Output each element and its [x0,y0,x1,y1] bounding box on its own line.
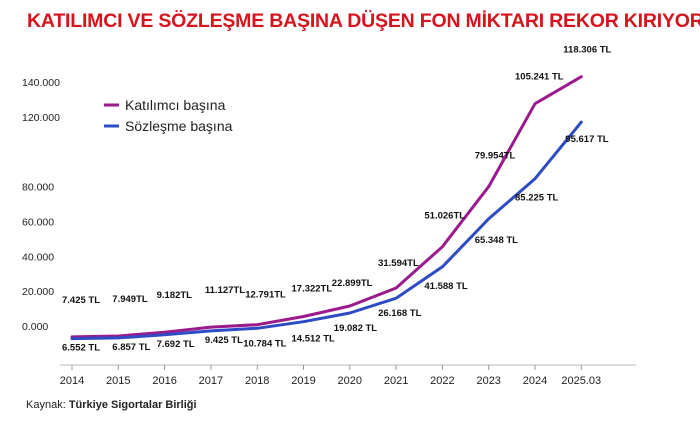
y-tick-label: 60.000 [22,216,54,228]
data-label-sozlesme: 19.082 TL [334,323,377,334]
data-label-katilimci: 11.127TL [205,285,245,296]
data-labels: 7.425 TL 7.949TL 9.182TL 11.127TL 12.791TL 17… [62,45,612,354]
data-label-sozlesme: 7.692 TL [157,339,195,350]
y-tick-label: 120.000 [22,112,60,124]
data-label-katilimci: 7.425 TL [62,295,100,306]
x-tick-label: 2020 [338,375,362,387]
x-tick-label: 2015 [106,375,130,387]
legend: Katılımcı başına Sözleşme başına [104,97,233,134]
x-tick-label: 2018 [245,375,269,387]
data-label-katilimci: 9.182TL [157,290,193,301]
data-label-sozlesme: 6.552 TL [62,343,100,354]
source-label: Kaynak: [26,399,66,411]
x-tick-label: 2024 [523,375,547,387]
x-axis: 2014 2015 2016 2017 2018 2019 2020 2021 2022 2023… [60,364,636,387]
data-label-sozlesme: 95.617 TL [565,134,608,145]
y-tick-label: 140.000 [22,77,60,89]
legend-label-sozlesme: Sözleşme başına [125,118,233,134]
data-label-katilimci: 79.954TL [475,151,516,162]
source-name: Türkiye Sigortalar Birliği [68,399,197,411]
source-note: Kaynak: Türkiye Sigortalar Birliği [26,399,197,411]
y-tick-label: 20.000 [22,286,54,298]
x-tick-label: 2021 [384,375,408,387]
data-label-sozlesme: 65.348 TL [475,235,518,246]
data-label-sozlesme: 41.588 TL [424,281,467,292]
data-label-katilimci: 12.791TL [245,290,286,301]
legend-label-katilimci: Katılımcı başına [125,97,226,113]
y-tick-label: 40.000 [22,251,54,263]
x-tick-label: 2014 [60,375,84,387]
data-label-katilimci: 31.594TL [378,258,419,269]
y-tick-label: 80.000 [22,182,54,194]
data-label-sozlesme: 85.225 TL [515,193,558,204]
x-tick-label: 2019 [291,375,315,387]
chart-title: KATILIMCI VE SÖZLEŞME BAŞINA DÜŞEN FON M… [27,10,700,32]
series-line-sozlesme [70,120,583,341]
data-label-sozlesme: 9.425 TL [205,335,243,346]
x-tick-label: 2022 [430,375,454,387]
data-label-katilimci: 105.241 TL [515,72,564,83]
data-label-katilimci: 22.899TL [332,278,373,289]
data-label-sozlesme: 26.168 TL [378,308,421,319]
data-label-sozlesme: 10.784 TL [243,338,286,349]
data-label-katilimci: 118.306 TL [563,45,611,56]
x-tick-label: 2025.03 [561,375,601,387]
data-label-katilimci: 7.949TL [112,294,148,305]
series-line-katilimci [70,75,583,339]
x-tick-label: 2023 [476,375,500,387]
series-lines [70,75,583,341]
data-label-sozlesme: 6.857 TL [112,342,150,353]
y-tick-label: 0.000 [22,321,48,333]
y-axis: 0.000 20.000 40.000 60.000 80.000 120.000 140.… [22,77,60,333]
x-tick-label: 2016 [152,375,176,387]
data-label-katilimci: 51.026TL [424,211,465,222]
x-tick-label: 2017 [199,375,223,387]
data-label-sozlesme: 14.512 TL [292,334,335,345]
data-label-katilimci: 17.322TL [292,283,333,294]
